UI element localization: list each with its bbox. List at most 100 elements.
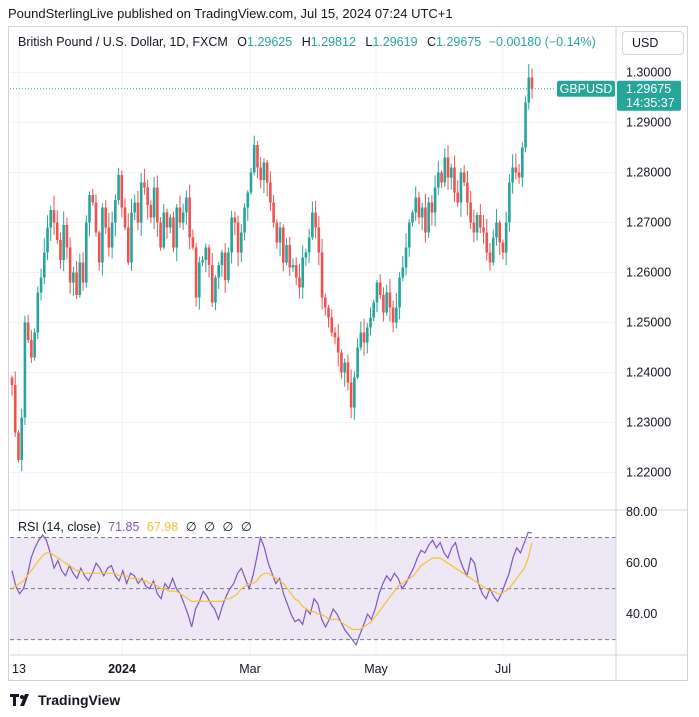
open-value: 1.29625	[247, 35, 293, 49]
price-tick-label: 1.25000	[626, 316, 671, 330]
candle-body	[88, 195, 91, 223]
candle-body	[194, 247, 198, 298]
candle-body	[227, 252, 230, 280]
candle-body	[446, 157, 450, 178]
candle-body	[372, 302, 376, 318]
candle-body	[307, 237, 311, 253]
price-tag-value: 1.29675	[626, 82, 671, 96]
candle-body	[249, 172, 253, 193]
candle-body	[13, 385, 17, 433]
candle-body	[491, 237, 495, 263]
candle-body	[204, 247, 208, 260]
candle-body	[246, 192, 250, 208]
candle-body	[388, 292, 392, 308]
rsi-na-4: ∅	[240, 520, 252, 534]
candle-body	[443, 157, 447, 183]
candle-body	[256, 145, 259, 168]
candle-body	[511, 167, 514, 183]
candle-body	[504, 222, 508, 253]
candle-body	[349, 382, 353, 408]
close-value: 1.29675	[436, 35, 482, 49]
candle-body	[275, 222, 279, 243]
candle-body	[453, 167, 456, 193]
candle-body	[433, 187, 437, 213]
candle-body	[81, 262, 85, 283]
rsi-tick-label: 60.00	[626, 556, 657, 570]
candle-body	[427, 202, 430, 233]
time-tick-label: Mar	[239, 662, 261, 676]
candle-body	[97, 232, 101, 263]
candle-body	[333, 332, 337, 338]
candle-body	[101, 207, 104, 263]
candle-body	[304, 252, 308, 258]
rsi-title[interactable]: RSI (14, close)	[18, 520, 101, 534]
candle-body	[517, 172, 521, 178]
candle-body	[223, 252, 227, 280]
price-tick-label: 1.26000	[626, 266, 671, 280]
candle-body	[404, 247, 408, 268]
candle-body	[159, 222, 162, 248]
candle-body	[110, 222, 114, 248]
candle-body	[20, 417, 23, 460]
candle-body	[391, 307, 395, 323]
candle-body	[469, 202, 472, 223]
symbol-tag-box	[557, 80, 615, 97]
candle-body	[411, 212, 414, 223]
candle-body	[236, 222, 240, 253]
candle-body	[369, 317, 372, 328]
candle-body	[521, 147, 524, 178]
candle-body	[72, 272, 75, 283]
candle-body	[175, 207, 179, 248]
candle-body	[26, 322, 30, 340]
candle-body	[346, 362, 350, 383]
candle-body	[114, 200, 117, 223]
price-tick-label: 1.24000	[626, 366, 671, 380]
candle-body	[314, 212, 317, 228]
rsi-tick-label: 80.00	[626, 505, 657, 519]
currency-button[interactable]: USD	[622, 31, 684, 55]
candle-body	[181, 212, 185, 223]
footer-brand[interactable]: TradingView	[10, 692, 120, 708]
candle-body	[514, 167, 518, 173]
candle-body	[36, 292, 40, 333]
candle-body	[230, 217, 233, 253]
candle-body	[401, 267, 405, 278]
candle-body	[278, 227, 282, 243]
candle-body	[252, 145, 256, 173]
candle-body	[149, 205, 153, 218]
candle-body	[291, 265, 295, 268]
candle-body	[55, 222, 59, 240]
candles	[10, 64, 534, 472]
candle-body	[365, 327, 369, 343]
time-tick-label: Jul	[495, 662, 511, 676]
symbol-title[interactable]: British Pound / U.S. Dollar, 1D, FXCM	[18, 35, 228, 49]
candle-body	[262, 162, 266, 180]
candle-body	[59, 240, 62, 260]
candle-body	[424, 207, 427, 233]
chart-frame	[8, 26, 688, 681]
candle-body	[527, 77, 531, 103]
candle-body	[301, 257, 304, 288]
candle-body	[508, 182, 511, 223]
price-tick-label: 1.23000	[626, 416, 671, 430]
candle-body	[201, 260, 204, 263]
candle-body	[495, 222, 498, 238]
candle-body	[17, 432, 20, 460]
candle-body	[152, 187, 156, 218]
candle-body	[272, 202, 275, 223]
candle-body	[362, 332, 366, 343]
candle-body	[185, 197, 188, 213]
time-tick-label: 2024	[108, 662, 136, 676]
candle-body	[220, 252, 224, 265]
publisher-name[interactable]: PoundSterlingLive	[8, 6, 114, 21]
candle-body	[524, 102, 527, 148]
candle-body	[407, 222, 411, 248]
candle-body	[240, 232, 243, 253]
candle-body	[269, 182, 272, 203]
candle-body	[68, 247, 72, 283]
candle-body	[191, 237, 195, 248]
candle-body	[353, 377, 356, 408]
candle-body	[165, 212, 169, 228]
candle-body	[385, 292, 388, 313]
